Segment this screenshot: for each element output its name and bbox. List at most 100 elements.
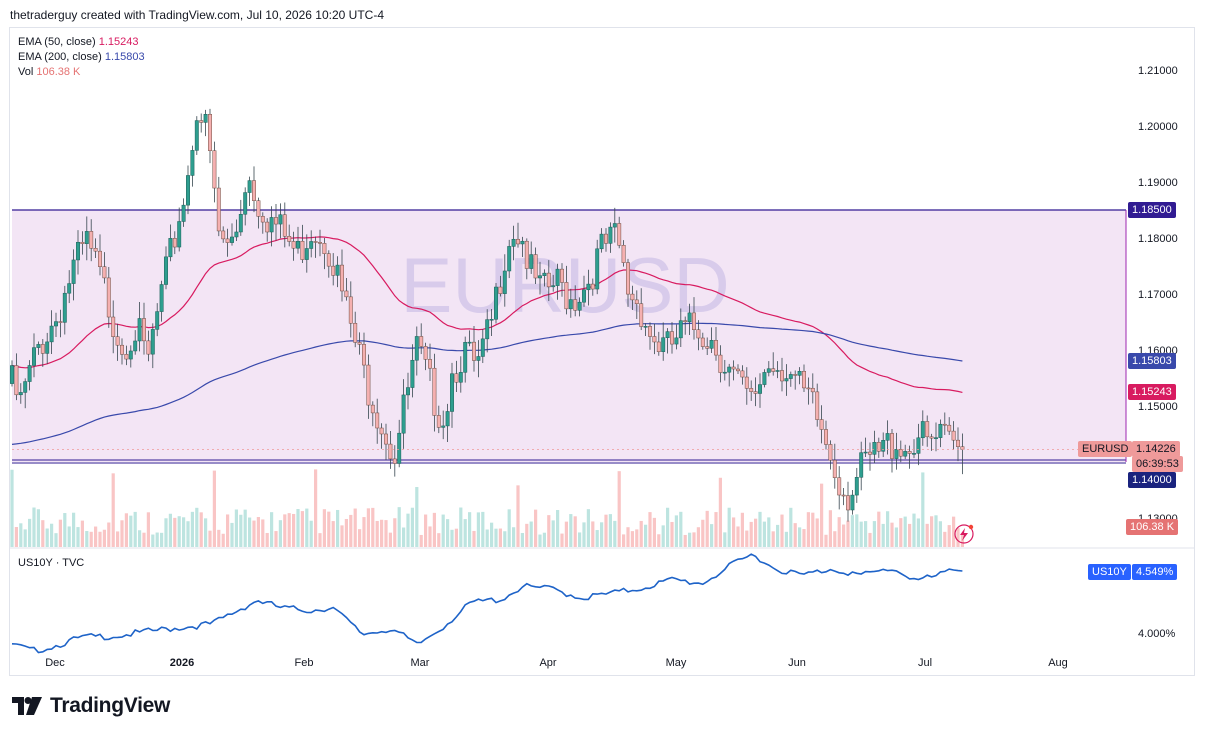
candle-body	[542, 272, 547, 276]
candle-body	[533, 254, 538, 279]
legend-ema50[interactable]: EMA (50, close) 1.15243	[18, 36, 139, 48]
volume-bar	[164, 518, 168, 547]
volume-bar	[868, 532, 872, 547]
chart-frame[interactable]	[9, 27, 1195, 676]
x-tick-label: Feb	[295, 657, 314, 669]
legend-ema200[interactable]: EMA (200, close) 1.15803	[18, 51, 145, 63]
candle-body	[172, 238, 177, 248]
candle-body	[397, 432, 402, 464]
volume-bar	[639, 520, 643, 547]
candle-body	[929, 436, 934, 439]
volume-bar	[450, 529, 454, 547]
volume-bar	[648, 512, 652, 547]
volume-bar	[652, 517, 656, 547]
candle-body	[859, 452, 864, 478]
candle-body	[472, 341, 476, 361]
volume-bar	[393, 518, 397, 547]
candle-body	[445, 411, 450, 427]
candle-body	[45, 341, 50, 354]
volume-bar	[424, 514, 428, 547]
volume-bar	[503, 531, 507, 547]
candle-body	[674, 337, 679, 345]
candle-body	[885, 433, 890, 441]
candle-body	[718, 354, 723, 373]
candle-body	[164, 256, 168, 285]
candle-body	[762, 372, 767, 385]
sub-legend-us10y[interactable]: US10Y · TVC	[18, 557, 85, 569]
candle-body	[568, 299, 573, 310]
candle-body	[428, 359, 432, 369]
candle-body	[269, 217, 274, 233]
volume-bar	[459, 507, 463, 547]
candle-body	[216, 187, 221, 232]
candle-body	[648, 326, 652, 337]
candle-body	[274, 217, 278, 225]
candle-body	[256, 200, 261, 217]
candle-body	[23, 381, 28, 393]
candle-body	[225, 238, 230, 243]
volume-bar	[525, 523, 529, 547]
volume-bar	[388, 532, 392, 547]
volume-bar	[446, 519, 450, 547]
volume-bar	[142, 532, 146, 547]
volume-bar	[252, 520, 256, 547]
candle-body	[252, 180, 256, 201]
x-tick-label: Aug	[1048, 657, 1068, 669]
candle-body	[304, 248, 309, 260]
candle-body	[736, 368, 740, 372]
volume-bar	[296, 509, 300, 547]
volume-bar	[740, 512, 744, 547]
candle-body	[714, 340, 718, 356]
candle-body	[155, 311, 160, 330]
candle-body	[652, 336, 657, 343]
x-tick-label: Dec	[45, 657, 65, 669]
candle-body	[80, 241, 85, 244]
candle-body	[370, 404, 375, 414]
candle-body	[604, 233, 608, 244]
volume-bar	[98, 531, 102, 547]
x-tick-label: Jul	[918, 657, 932, 669]
candle-body	[700, 337, 705, 347]
candle-body	[340, 264, 344, 292]
candle-body	[806, 387, 811, 390]
candle-body	[326, 253, 331, 267]
volume-bar	[124, 513, 128, 547]
tradingview-logo-icon	[12, 697, 42, 715]
volume-bar	[410, 507, 414, 547]
us10y-line	[11, 553, 963, 654]
tradingview-footer[interactable]: TradingView	[12, 694, 170, 718]
volume-bar	[32, 507, 36, 547]
volume-bar	[595, 530, 599, 547]
candle-body	[485, 319, 490, 340]
volume-bar	[102, 529, 106, 547]
candle-body	[76, 241, 80, 261]
legend-volume[interactable]: Vol 106.38 K	[18, 66, 81, 78]
volume-bar	[666, 507, 670, 547]
volume-bar	[498, 528, 502, 547]
volume-bar	[50, 523, 54, 547]
volume-bar	[864, 521, 868, 547]
candle-body	[93, 248, 98, 252]
candle-body	[828, 444, 833, 461]
candle-body	[247, 180, 252, 193]
candle-body	[766, 368, 771, 373]
volume-bar	[217, 529, 221, 547]
candle-body	[58, 321, 63, 323]
volume-bar	[890, 522, 894, 547]
flash-dot-icon	[968, 524, 974, 530]
candle-body	[296, 240, 300, 249]
candle-body	[687, 312, 692, 323]
candle-body	[498, 286, 503, 294]
volume-bar	[89, 531, 93, 547]
volume-bar	[437, 533, 441, 547]
volume-bar	[305, 508, 309, 547]
candle-body	[863, 451, 868, 454]
tag-price: 1.14226	[1132, 441, 1180, 457]
volume-bar	[938, 521, 942, 547]
candle-body	[608, 226, 613, 244]
volume-bar	[560, 533, 564, 547]
volume-bar	[644, 524, 648, 547]
candle-body	[938, 423, 943, 438]
volume-bar	[877, 511, 881, 547]
